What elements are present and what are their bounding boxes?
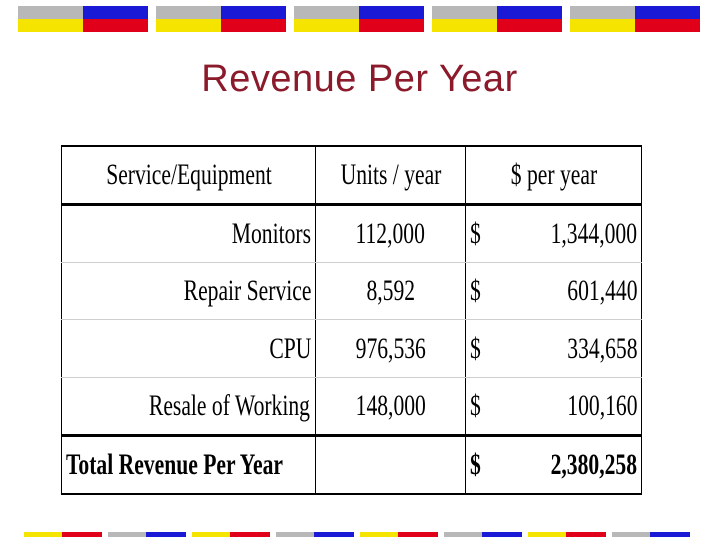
table-row: Resale of Working Units 148,000 $100,160 — [61, 376, 642, 436]
bottom-decorative-band — [24, 532, 694, 537]
slide-title: Revenue Per Year — [201, 58, 518, 100]
row-units: 112,000 — [315, 204, 466, 264]
header-units: Units / year — [315, 145, 466, 207]
row-units: 976,536 — [315, 319, 466, 378]
revenue-table: Service/Equipment Units / year $ per yea… — [61, 145, 642, 495]
row-amount: $100,160 — [465, 376, 642, 436]
total-row: Total Revenue Per Year $2,380,258 — [61, 433, 642, 495]
header-dollars: $ per year — [465, 145, 642, 207]
band-segment — [432, 6, 562, 32]
top-decorative-band — [18, 6, 704, 32]
table-row: Monitors 112,000 $1,344,000 — [61, 204, 642, 264]
table-row: Repair Service 8,592 $601,440 — [61, 262, 642, 321]
row-units: 8,592 — [315, 262, 466, 321]
row-name: Monitors — [61, 204, 316, 264]
row-name: Repair Service — [61, 262, 316, 321]
band-segment — [570, 6, 700, 32]
row-name: CPU — [61, 319, 316, 378]
header-service: Service/Equipment — [61, 145, 316, 207]
total-label: Total Revenue Per Year — [61, 433, 316, 495]
row-name: Resale of Working Units — [61, 376, 316, 436]
total-amount: $2,380,258 — [465, 433, 642, 495]
row-amount: $1,344,000 — [465, 204, 642, 264]
band-segment — [156, 6, 286, 32]
band-segment — [18, 6, 148, 32]
row-units: 148,000 — [315, 376, 466, 436]
table-header-row: Service/Equipment Units / year $ per yea… — [61, 145, 642, 207]
band-segment — [294, 6, 424, 32]
row-amount: $601,440 — [465, 262, 642, 321]
total-units — [315, 433, 466, 495]
row-amount: $334,658 — [465, 319, 642, 378]
table-row: CPU 976,536 $334,658 — [61, 319, 642, 378]
